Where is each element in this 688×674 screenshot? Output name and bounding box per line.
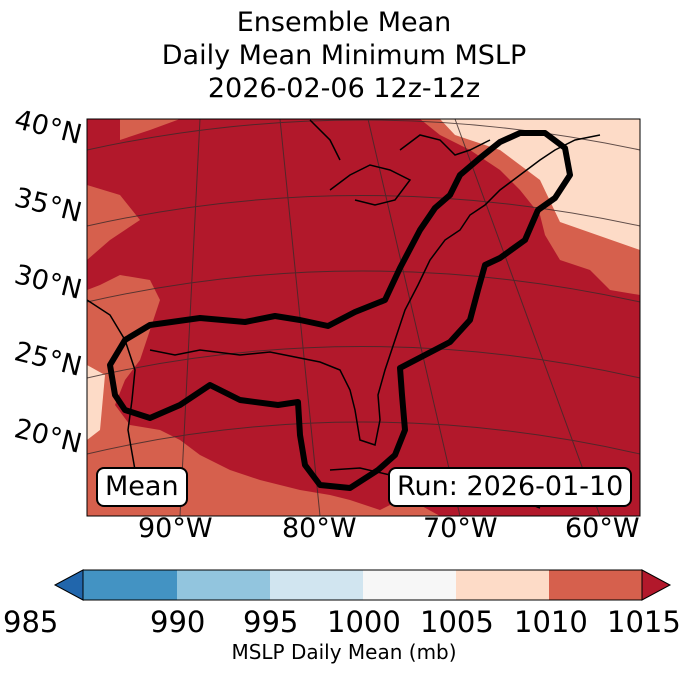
colorbar-tick-995: 995 bbox=[243, 605, 299, 639]
colorbar-tick-1010: 1010 bbox=[514, 605, 588, 639]
colorbar-extend-high bbox=[641, 569, 672, 601]
mean-label-box: Mean bbox=[96, 467, 188, 507]
run-label-box: Run: 2026-01-10 bbox=[388, 467, 633, 507]
colorbar-tick-1000: 1000 bbox=[327, 605, 401, 639]
colorbar-tick-990: 990 bbox=[150, 605, 206, 639]
lon-label-80w: 80°W bbox=[282, 513, 357, 544]
colorbar-segment-990-995 bbox=[177, 570, 270, 600]
pressure-field-above-1015 bbox=[87, 119, 640, 516]
colorbar-segment-1010-1015 bbox=[549, 570, 642, 600]
colorbar-label: MSLP Daily Mean (mb) bbox=[231, 640, 457, 664]
title-line-1: Ensemble Mean bbox=[236, 7, 452, 38]
colorbar-segment-985-990 bbox=[83, 570, 177, 600]
colorbar-tick-985: 985 bbox=[3, 605, 59, 639]
colorbar-extend-low bbox=[53, 569, 84, 601]
lon-label-60w: 60°W bbox=[565, 513, 640, 544]
pressure-field-1005-1010-southwest bbox=[87, 365, 105, 440]
title-line-3: 2026-02-06 12z-12z bbox=[207, 73, 481, 104]
colorbar-tick-1005: 1005 bbox=[420, 605, 494, 639]
colorbar-frame bbox=[82, 569, 643, 601]
contour-outline bbox=[107, 130, 573, 491]
colorbar-segment-1005-1010 bbox=[456, 570, 549, 600]
colorbar-segment-995-1000 bbox=[270, 570, 363, 600]
pressure-field-1005-1010-northeast bbox=[440, 119, 640, 250]
lon-label-90w: 90°W bbox=[138, 513, 213, 544]
colorbar bbox=[53, 569, 672, 601]
title-line-2: Daily Mean Minimum MSLP bbox=[161, 40, 527, 71]
colorbar-segment-1000-1005 bbox=[363, 570, 456, 600]
lon-label-70w: 70°W bbox=[423, 513, 498, 544]
map-frame bbox=[86, 118, 641, 517]
colorbar-tick-1015: 1015 bbox=[607, 605, 681, 639]
